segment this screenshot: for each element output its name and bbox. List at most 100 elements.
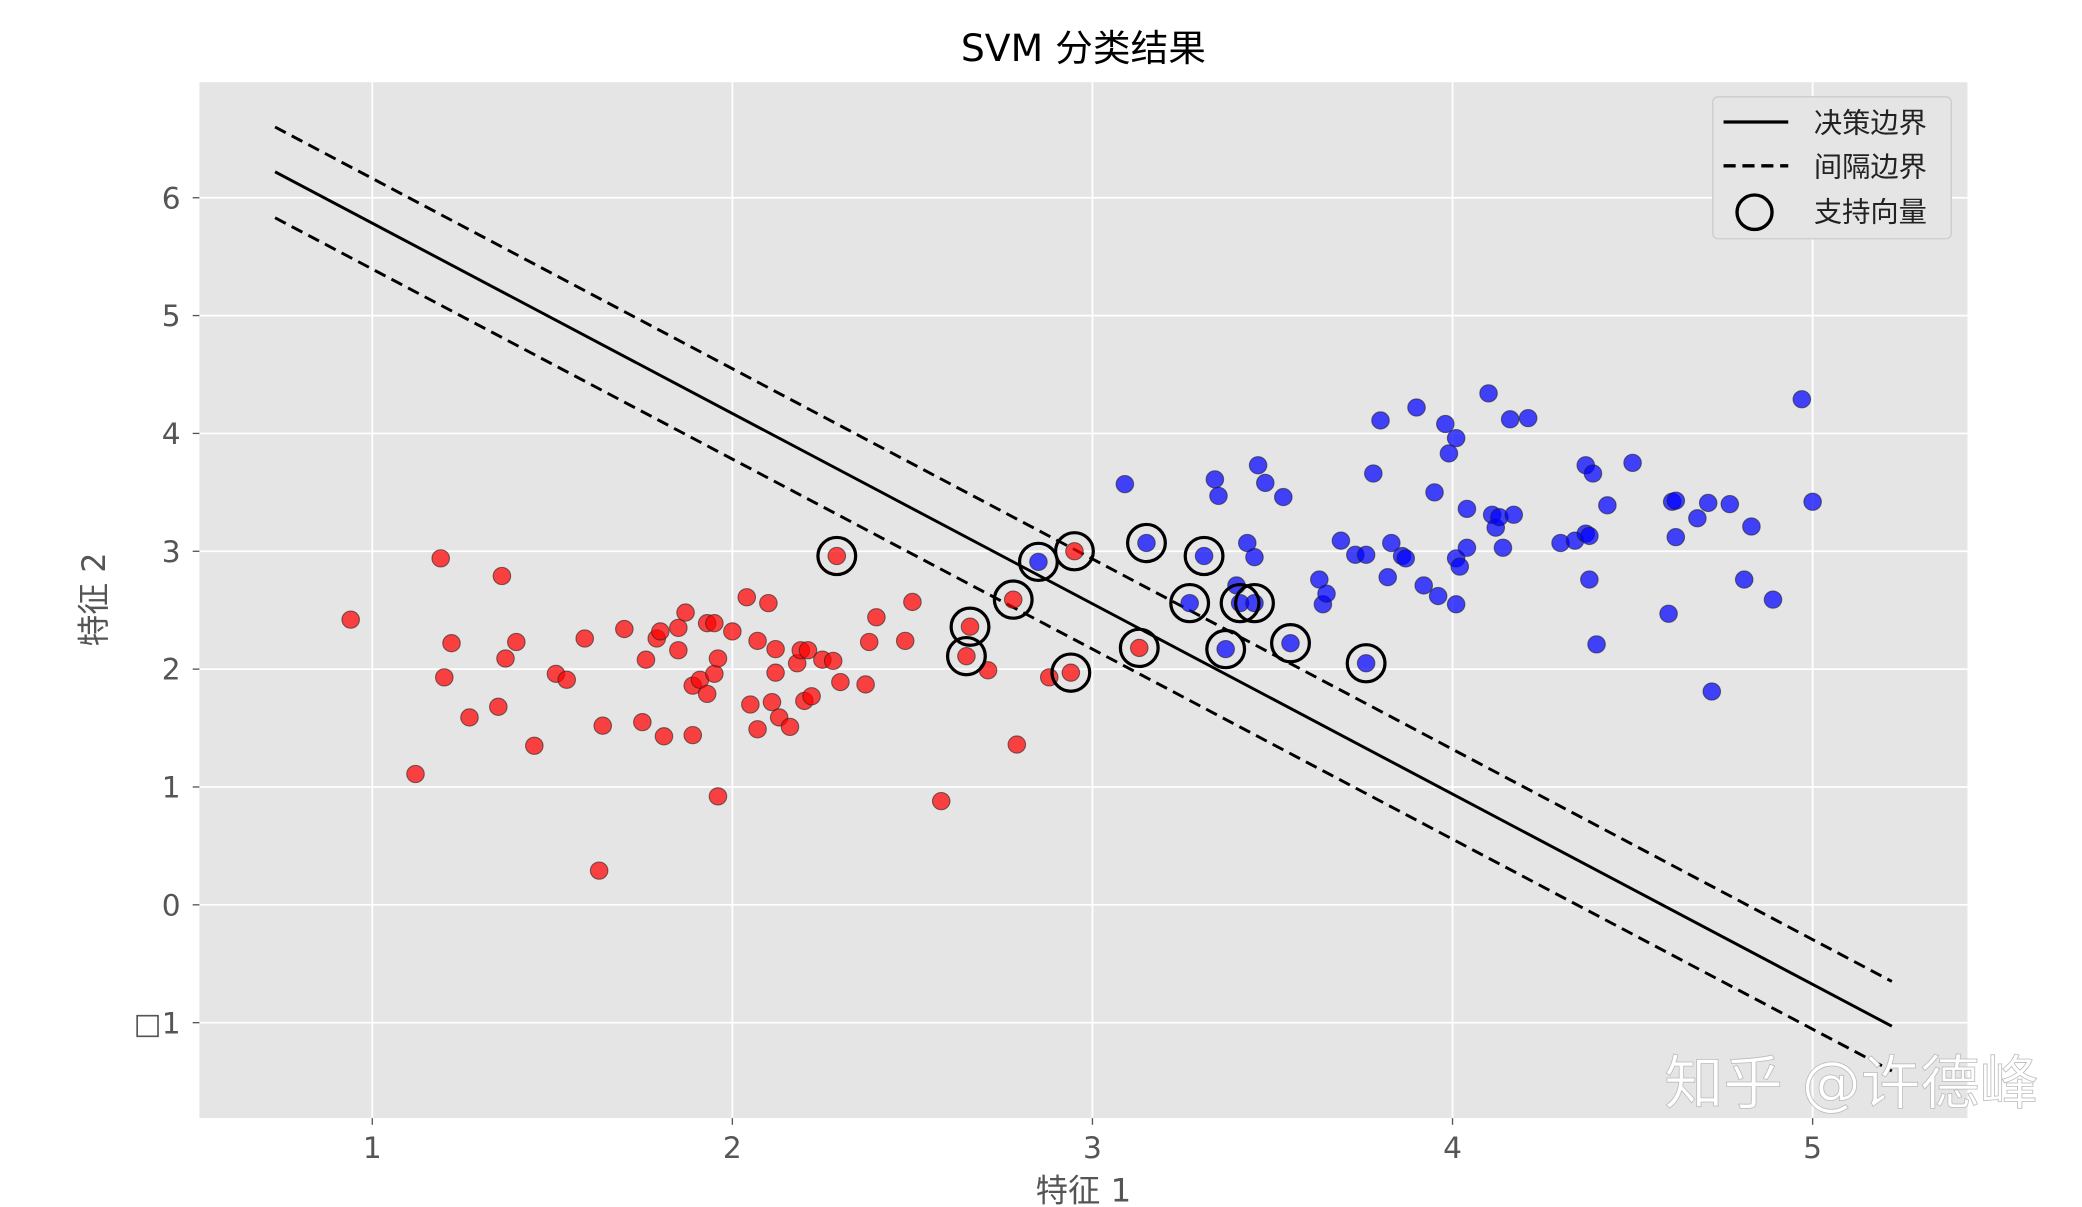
support-vector-circle bbox=[1219, 582, 1261, 624]
support-vector-circle bbox=[1169, 582, 1211, 624]
red-class-point bbox=[1065, 542, 1084, 561]
red-class-point bbox=[525, 736, 544, 755]
red-class-point bbox=[708, 787, 728, 806]
blue-class-point bbox=[1364, 464, 1383, 483]
red-class-point bbox=[697, 684, 717, 704]
watermark: 知乎 @许德峰 bbox=[1664, 1049, 2039, 1117]
blue-class-point bbox=[1245, 593, 1264, 613]
blue-class-point bbox=[1245, 548, 1264, 567]
blue-class-point bbox=[1439, 444, 1459, 463]
red-class-point bbox=[766, 663, 785, 682]
blue-class-point bbox=[1371, 411, 1390, 430]
red-class-point bbox=[633, 713, 652, 732]
margin-boundary-line bbox=[274, 125, 1893, 983]
red-class-point bbox=[705, 614, 724, 633]
blue-class-point bbox=[1587, 635, 1606, 654]
red-class-point bbox=[867, 608, 886, 627]
blue-class-point bbox=[1580, 570, 1599, 589]
red-class-point bbox=[654, 727, 674, 746]
boundary-lines bbox=[274, 125, 1893, 1073]
support-vector-circle bbox=[1050, 652, 1092, 693]
support-vector-circle bbox=[1183, 535, 1225, 577]
support-vector-circle bbox=[1270, 623, 1311, 664]
blue-class-point bbox=[1180, 593, 1199, 613]
blue-class-point bbox=[1396, 549, 1416, 568]
blue-class-point bbox=[1378, 568, 1398, 587]
red-class-point bbox=[798, 641, 818, 660]
blue-class-point bbox=[1457, 499, 1477, 519]
blue-class-point bbox=[1479, 384, 1498, 403]
support-vector-circle bbox=[1017, 541, 1059, 583]
blue-class-point bbox=[1666, 491, 1686, 510]
red-class-point bbox=[737, 588, 757, 607]
blue-class-point bbox=[1317, 584, 1336, 603]
blue-class-point bbox=[1425, 483, 1444, 502]
blue-class-point bbox=[1407, 398, 1426, 417]
y-axis-label: 特征 2 bbox=[75, 553, 113, 647]
blue-class-point bbox=[1457, 538, 1477, 557]
red-class-point bbox=[636, 650, 656, 669]
x-tick-label: 2 bbox=[723, 1131, 742, 1165]
decision-boundary-line bbox=[274, 170, 1893, 1028]
red-class-point bbox=[802, 687, 821, 706]
blue-class-point bbox=[1446, 428, 1466, 448]
red-class-point bbox=[593, 716, 613, 735]
red-class-point bbox=[435, 668, 454, 687]
blue-class-point bbox=[1115, 474, 1135, 494]
blue-class-point bbox=[1216, 639, 1235, 659]
red-class-point bbox=[831, 672, 850, 692]
red-class-point bbox=[960, 617, 980, 636]
y-tick-label: □1 bbox=[134, 1007, 181, 1041]
legend-circle-icon bbox=[1735, 193, 1774, 232]
red-class-point bbox=[575, 629, 595, 648]
y-tick-label: 0 bbox=[162, 889, 181, 923]
red-class-point bbox=[651, 622, 670, 641]
blue-class-point bbox=[1273, 487, 1293, 507]
y-tick-label: 2 bbox=[162, 653, 181, 687]
blue-class-point bbox=[1659, 604, 1678, 623]
blue-class-point bbox=[1029, 552, 1048, 572]
red-class-point bbox=[676, 603, 695, 622]
red-class-point bbox=[683, 725, 703, 745]
red-class-point bbox=[780, 717, 800, 737]
blue-class-point bbox=[1209, 486, 1228, 506]
blue-class-point bbox=[1500, 410, 1520, 429]
blue-class-point bbox=[1493, 538, 1513, 557]
blue-class-point bbox=[1414, 576, 1434, 595]
red-class-point bbox=[460, 708, 479, 727]
red-class-point bbox=[856, 675, 875, 694]
blue-class-point bbox=[1763, 590, 1783, 609]
legend: 决策边界 间隔边界 支持向量 bbox=[1712, 96, 1952, 240]
blue-class-point bbox=[1446, 595, 1466, 614]
red-class-point bbox=[823, 651, 843, 671]
legend-box bbox=[1712, 96, 1952, 240]
x-axis-label: 特征 1 bbox=[1036, 1172, 1132, 1207]
blue-class-point bbox=[1248, 456, 1268, 475]
red-class-point bbox=[748, 631, 767, 650]
red-class-point bbox=[723, 622, 742, 641]
blue-class-point bbox=[1331, 531, 1351, 550]
red-class-point bbox=[615, 619, 634, 639]
y-tick-label: 3 bbox=[162, 535, 181, 569]
red-class-point bbox=[406, 764, 425, 784]
red-class-point bbox=[589, 861, 609, 880]
blue-class-point bbox=[1734, 570, 1754, 589]
blue-class-point bbox=[1598, 496, 1617, 515]
ticks: 1 2 3 4 5 □1 0 1 2 3 4 5 6 bbox=[134, 182, 1822, 1165]
red-class-point bbox=[669, 618, 688, 638]
x-tick-label: 5 bbox=[1803, 1131, 1822, 1165]
support-vector-circle bbox=[1125, 522, 1167, 564]
red-class-point bbox=[489, 697, 508, 716]
y-tick-label: 4 bbox=[162, 417, 181, 451]
blue-class-point bbox=[1382, 533, 1401, 553]
red-class-point bbox=[507, 632, 526, 652]
red-class-point bbox=[1007, 735, 1027, 754]
support-vector-circle bbox=[1234, 582, 1275, 624]
red-class-point bbox=[859, 632, 879, 652]
x-tick-label: 3 bbox=[1083, 1131, 1102, 1165]
red-class-point bbox=[895, 631, 915, 650]
blue-class-point bbox=[1702, 682, 1722, 701]
x-tick-label: 1 bbox=[363, 1131, 382, 1165]
x-tick-label: 4 bbox=[1443, 1131, 1462, 1165]
